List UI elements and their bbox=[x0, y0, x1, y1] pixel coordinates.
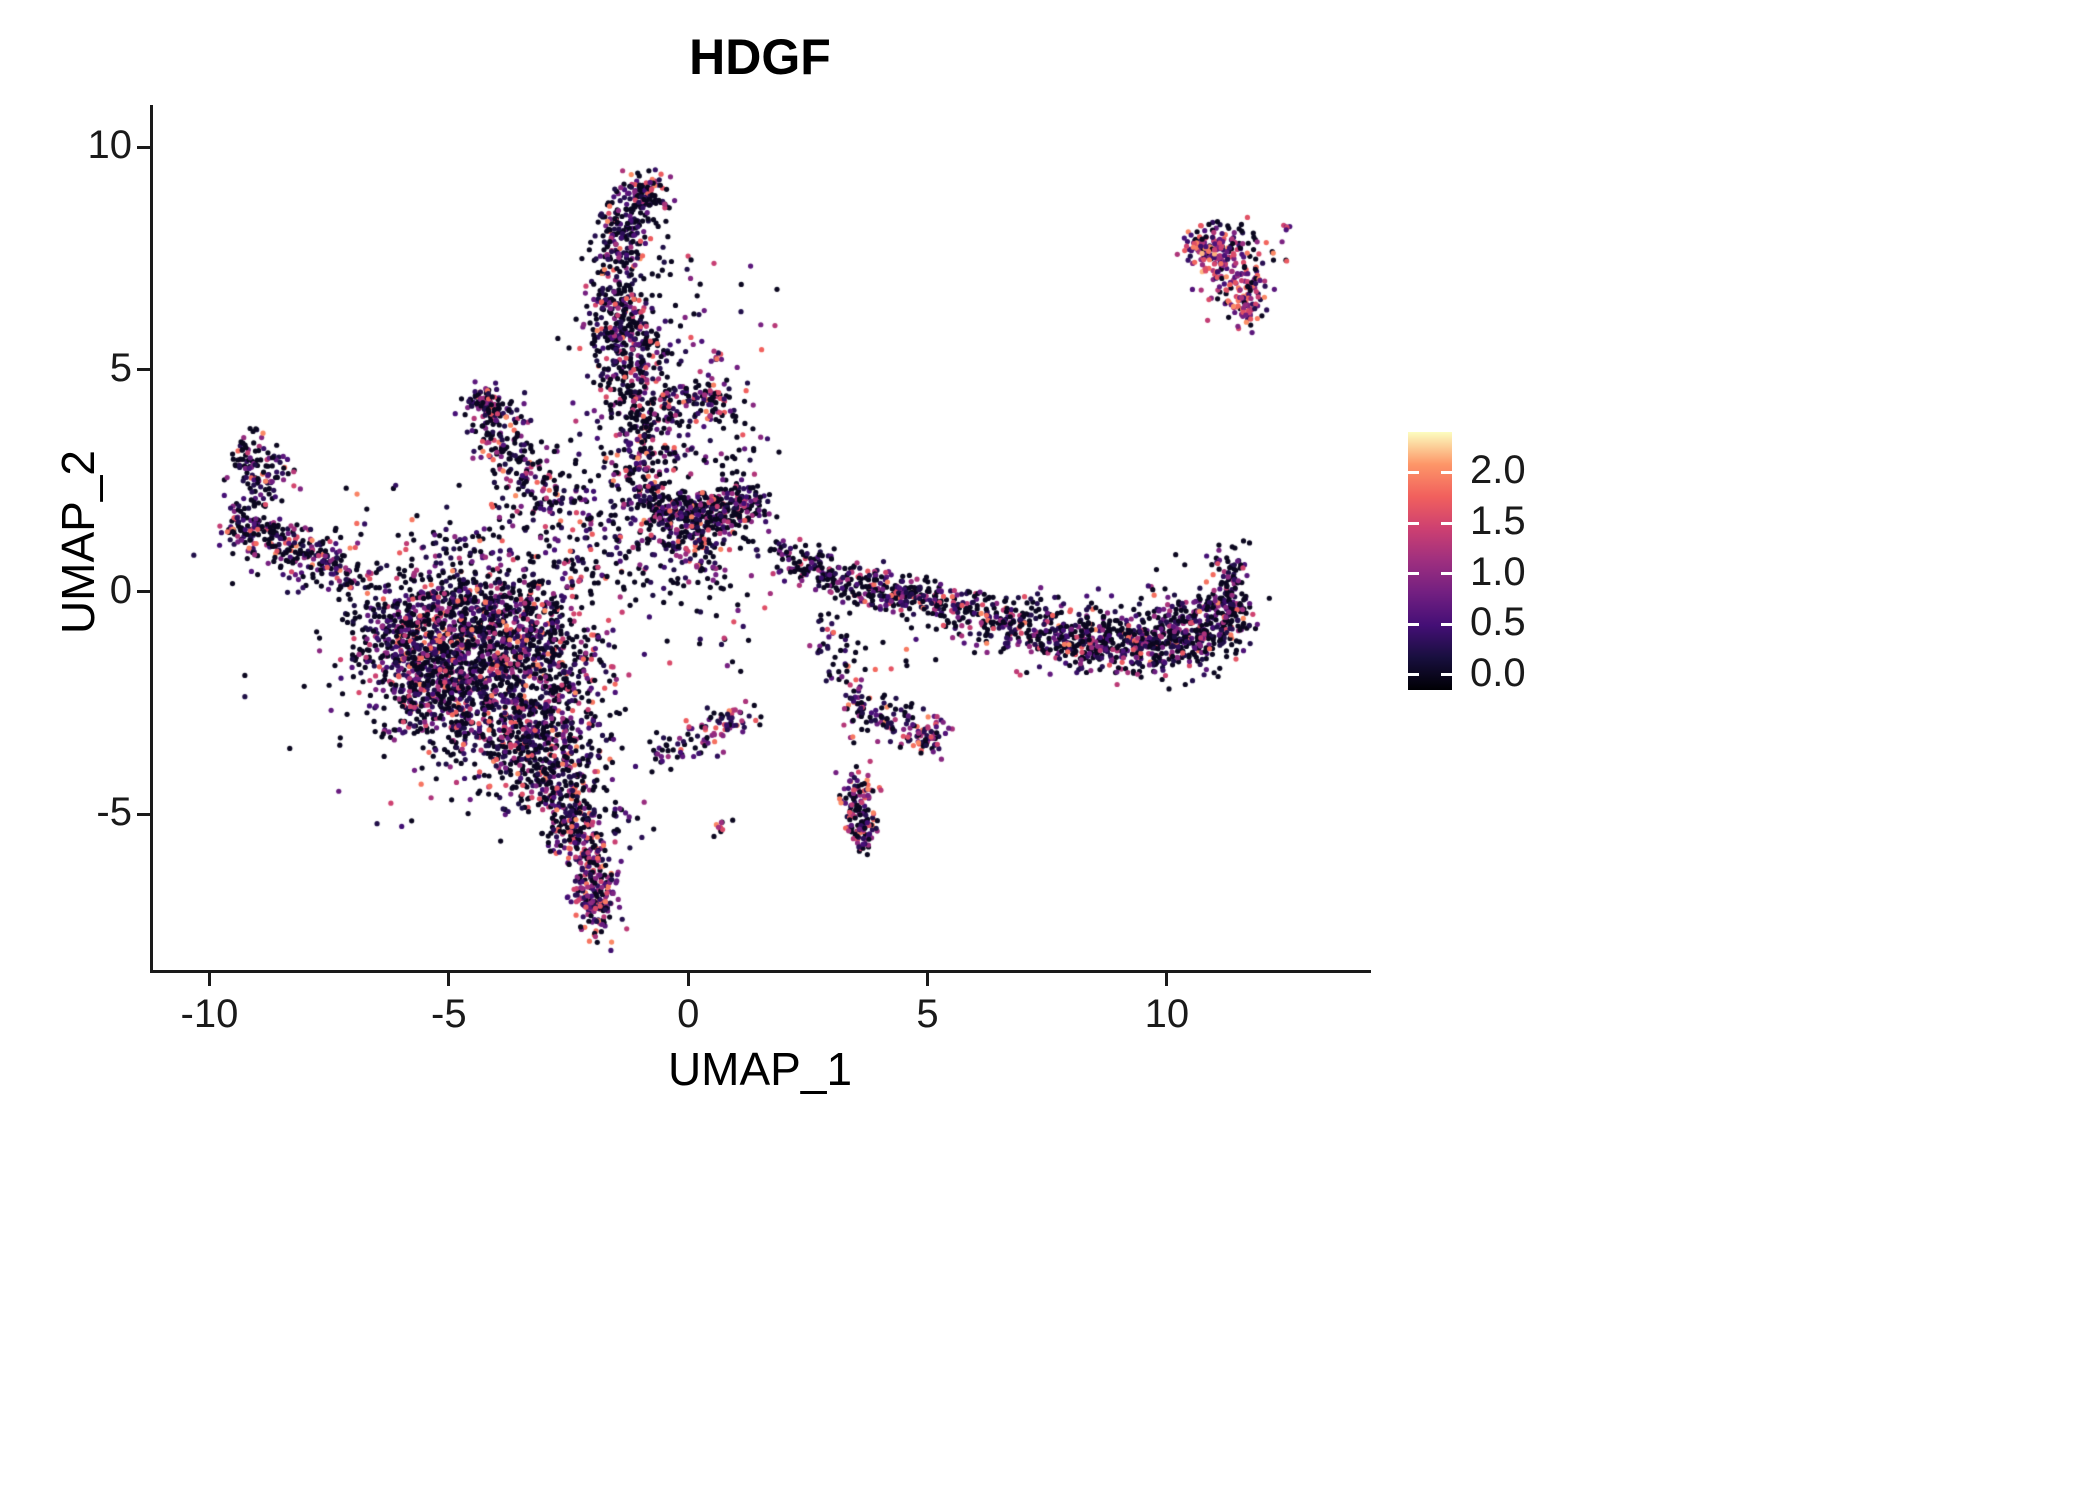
y-tick-mark bbox=[137, 590, 150, 594]
x-tick-mark bbox=[207, 973, 211, 986]
legend-tick-label: 0.5 bbox=[1470, 600, 1526, 645]
colorbar-tick-mark bbox=[1441, 521, 1452, 525]
x-axis-line bbox=[150, 970, 1371, 973]
x-tick-mark bbox=[926, 973, 930, 986]
x-tick-label: 0 bbox=[677, 992, 700, 1036]
x-axis-title: UMAP_1 bbox=[667, 1043, 853, 1095]
x-tick-mark bbox=[1165, 973, 1169, 986]
colorbar-tick-mark bbox=[1408, 673, 1419, 677]
y-tick-label: 5 bbox=[109, 345, 132, 390]
y-tick-label: -5 bbox=[96, 790, 132, 835]
plot-title: HDGF bbox=[689, 29, 831, 85]
colorbar-tick-mark bbox=[1441, 572, 1452, 576]
y-tick-mark bbox=[137, 145, 150, 149]
x-tick-label: 5 bbox=[916, 992, 939, 1036]
y-axis-line bbox=[150, 105, 153, 973]
legend-tick-label: 2.0 bbox=[1470, 448, 1526, 493]
colorbar-tick-mark bbox=[1408, 521, 1419, 525]
y-tick-mark bbox=[137, 368, 150, 372]
colorbar-gradient bbox=[1408, 432, 1452, 690]
x-tick-label: -5 bbox=[431, 992, 467, 1036]
x-tick-label: 10 bbox=[1144, 992, 1190, 1036]
colorbar-tick-mark bbox=[1441, 622, 1452, 626]
colorbar-tick-mark bbox=[1408, 622, 1419, 626]
y-tick-mark bbox=[137, 812, 150, 816]
legend-tick-label: 1.5 bbox=[1470, 499, 1526, 544]
colorbar-tick-mark bbox=[1441, 673, 1452, 677]
colorbar-tick-mark bbox=[1408, 470, 1419, 474]
y-axis-title: UMAP_2 bbox=[52, 449, 104, 635]
colorbar-tick-mark bbox=[1441, 470, 1452, 474]
legend-tick-label: 0.0 bbox=[1470, 650, 1526, 695]
y-tick-label: 10 bbox=[87, 123, 133, 168]
y-tick-label: 0 bbox=[109, 567, 132, 612]
colorbar-tick-mark bbox=[1408, 572, 1419, 576]
x-tick-mark bbox=[686, 973, 690, 986]
x-tick-label: -10 bbox=[180, 992, 239, 1036]
legend-tick-label: 1.0 bbox=[1470, 549, 1526, 594]
x-tick-mark bbox=[447, 973, 451, 986]
